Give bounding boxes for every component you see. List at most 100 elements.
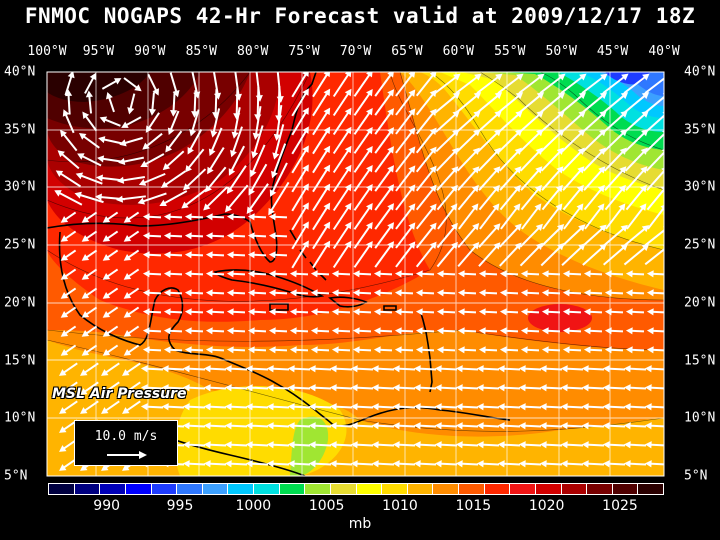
wind-arrow (520, 167, 542, 191)
wind-arrowhead (163, 346, 171, 354)
wind-arrowhead (597, 203, 605, 211)
wind-arrowhead (140, 403, 148, 411)
wind-arrowhead (323, 183, 331, 192)
latitude-label: 5°N (4, 468, 28, 484)
wind-arrow (582, 111, 606, 133)
wind-arrowhead (81, 348, 90, 356)
wind-arrow (624, 129, 648, 153)
wind-arrowhead (436, 346, 444, 354)
wind-arrowhead (207, 166, 214, 175)
wind-arrow (604, 167, 626, 191)
wind-arrowhead (203, 365, 211, 373)
wind-arrowhead (245, 441, 253, 449)
wind-arrowhead (102, 253, 111, 261)
wind-arrow (255, 72, 261, 100)
wind-arrowhead (452, 110, 460, 118)
colorbar-swatch (535, 484, 562, 494)
wind-arrowhead (59, 464, 67, 471)
wind-arrowhead (625, 327, 633, 335)
wind-arrowhead (102, 234, 111, 242)
wind-arrowhead (623, 441, 631, 449)
wind-arrowhead (497, 460, 505, 468)
wind-arrowhead (492, 184, 500, 193)
wind-arrowhead (310, 346, 318, 354)
wind-arrowhead (142, 308, 150, 316)
wind-arrowhead (371, 422, 379, 430)
wind-arrow (312, 222, 330, 250)
wind-arrow (415, 147, 437, 173)
wind-arrowhead (308, 384, 316, 392)
wind-arrow (498, 148, 522, 172)
wind-arrow (415, 204, 437, 230)
wind-arrowhead (452, 129, 460, 137)
wind-arrowhead (121, 121, 129, 128)
wind-arrowhead (499, 327, 507, 335)
wind-arrowhead (478, 346, 486, 354)
wind-arrowhead (344, 240, 352, 249)
wind-arrow (603, 148, 627, 172)
wind-arrowhead (271, 170, 278, 179)
wind-arrow (602, 92, 628, 114)
wind-arrow (291, 203, 309, 231)
wind-arrow (205, 166, 227, 192)
wind-arrowhead (537, 73, 545, 81)
colorbar-swatch (638, 484, 663, 494)
wind-arrow (518, 74, 544, 94)
wind-arrowhead (492, 203, 500, 211)
wind-arrowhead (452, 92, 461, 100)
latitude-label: 20°N (684, 295, 716, 311)
wind-arrowhead (224, 460, 232, 468)
wind-arrow (234, 72, 241, 99)
wind-arrowhead (455, 403, 463, 411)
wind-arrowhead (308, 365, 316, 373)
wind-arrowhead (226, 213, 234, 221)
wind-arrowhead (74, 191, 82, 199)
wind-arrow (225, 184, 249, 212)
wind-arrow (312, 72, 330, 98)
wind-arrowhead (350, 403, 358, 411)
colorbar-swatch (330, 484, 357, 494)
wind-arrowhead (408, 184, 416, 192)
wind-arrowhead (536, 129, 544, 137)
wind-arrow (252, 125, 264, 157)
wind-arrowhead (478, 308, 486, 316)
wind-arrow (519, 111, 543, 133)
wind-arrowhead (520, 327, 528, 335)
wind-arrowhead (160, 181, 169, 188)
wind-arrowhead (302, 240, 309, 248)
wind-arrowhead (472, 166, 480, 174)
wind-arrow (353, 72, 373, 97)
wind-reference-label: 10.0 m/s (94, 429, 158, 444)
wind-arrowhead (366, 183, 373, 192)
wind-arrowhead (184, 308, 192, 316)
wind-arrow (415, 166, 437, 192)
wind-arrowhead (518, 403, 526, 411)
wind-arrowhead (323, 145, 331, 154)
wind-arrowhead (268, 327, 276, 335)
wind-arrow (254, 106, 262, 138)
latitude-label: 30°N (4, 179, 36, 195)
wind-arrowhead (518, 384, 526, 392)
wind-arrowhead (268, 346, 276, 354)
wind-arrowhead (352, 346, 360, 354)
wind-arrow (435, 148, 459, 172)
wind-arrowhead (208, 148, 216, 156)
wind-arrowhead (434, 441, 442, 449)
wind-arrow (312, 89, 330, 117)
wind-arrowhead (62, 109, 70, 117)
wind-arrowhead (310, 289, 318, 297)
wind-arrow (374, 90, 394, 116)
wind-arrowhead (161, 403, 169, 411)
wind-arrowhead (429, 89, 437, 98)
wind-arrowhead (455, 460, 463, 468)
wind-arrowhead (499, 308, 507, 316)
wind-arrowhead (387, 127, 395, 135)
wind-arrowhead (142, 327, 150, 335)
wind-arrowhead (268, 213, 276, 221)
wind-arrowhead (576, 184, 584, 193)
wind-arrowhead (429, 222, 437, 231)
wind-arrowhead (620, 110, 628, 118)
wind-arrow (395, 185, 415, 211)
wind-arrowhead (106, 92, 113, 100)
wind-arrow (207, 147, 225, 173)
